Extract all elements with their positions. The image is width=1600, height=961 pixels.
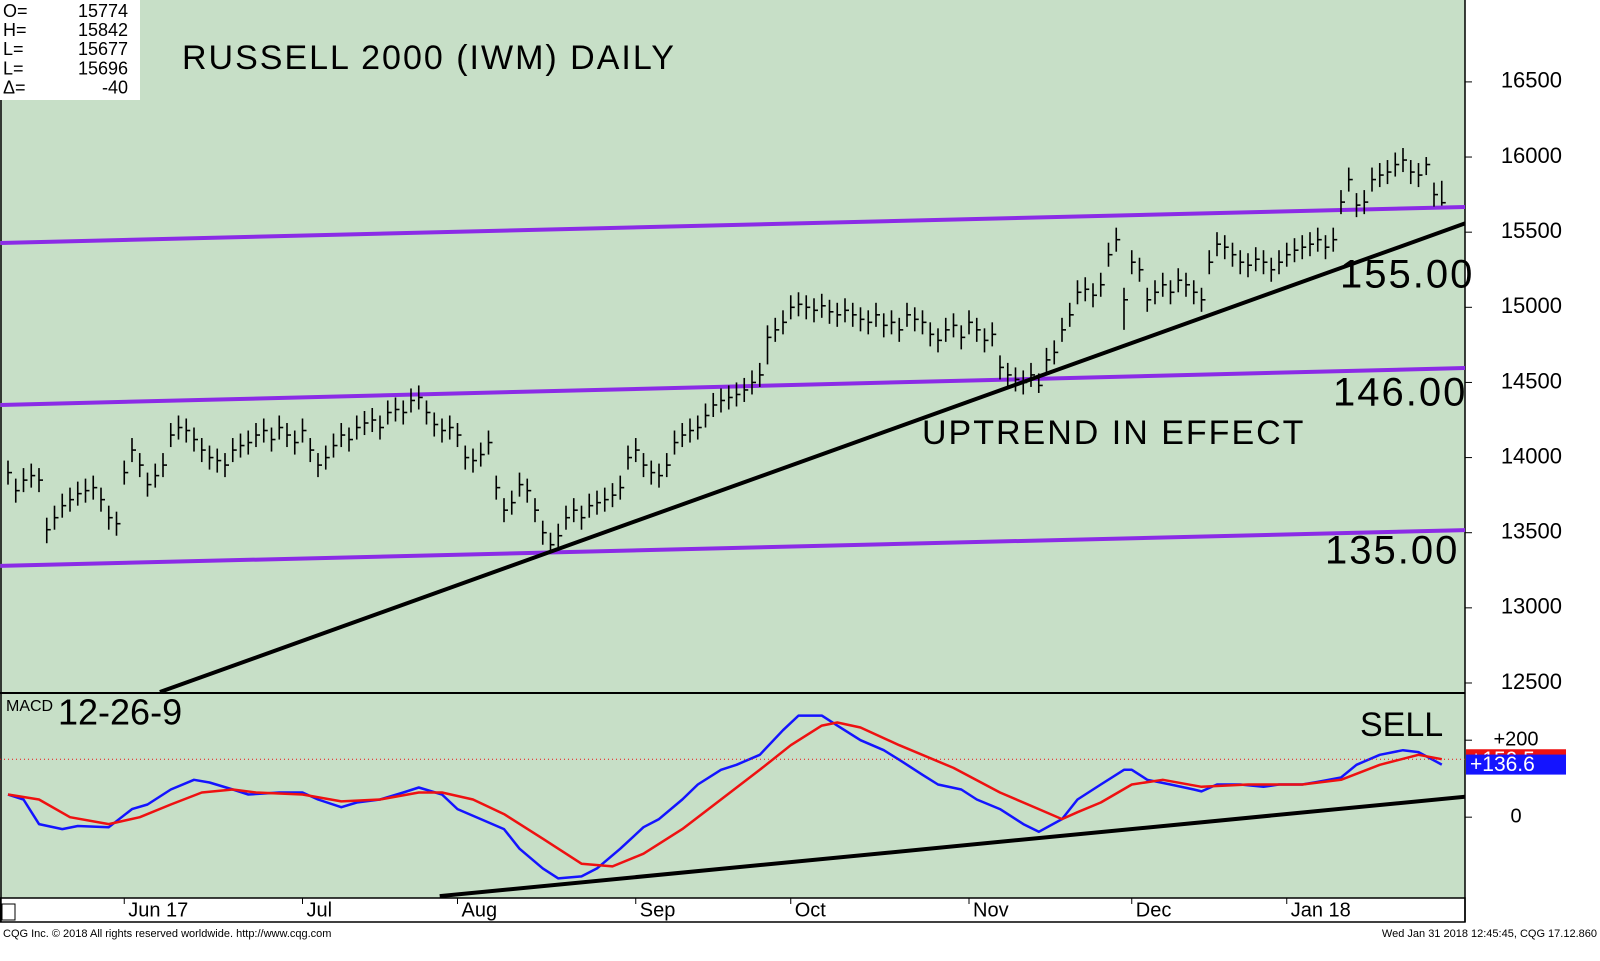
macd-label: MACD <box>6 698 53 715</box>
annotation: 155.00 <box>1340 253 1474 297</box>
annotation: 135.00 <box>1325 529 1459 573</box>
x-tick-label: Jan 18 <box>1291 899 1351 921</box>
readout-label: L= <box>3 39 24 59</box>
trend-line <box>0 204 1465 245</box>
readout-label: Δ= <box>3 78 26 98</box>
readout-label: H= <box>3 20 27 40</box>
date-strip <box>0 897 1466 923</box>
y-tick-label: 16500 <box>1501 68 1562 93</box>
panel <box>0 714 1465 898</box>
readout-value: 15696 <box>78 58 128 78</box>
footer-right: Wed Jan 31 2018 12:45:45, CQG 17.12.860 <box>1382 928 1597 940</box>
chart-layer: 12500 13000 13500 14000 14500 15000 15500 16000… <box>0 1 1566 921</box>
last-value-box <box>1466 754 1566 775</box>
x-tick-label: Dec <box>1136 899 1172 921</box>
macd-line <box>7 721 1443 868</box>
last-value-label: +136.6 <box>1470 753 1535 776</box>
y-tick-label: 13000 <box>1501 594 1562 619</box>
y-tick-label: 0 <box>1510 805 1521 827</box>
readout-value: -40 <box>102 78 128 98</box>
annotation: SELL <box>1360 706 1443 744</box>
x-tick-label: Oct <box>795 899 827 921</box>
x-tick-label: Jul <box>307 899 333 921</box>
macd-params: 12-26-9 <box>58 692 182 733</box>
scroll-box <box>1 903 16 921</box>
trend-line <box>0 365 1465 407</box>
y-tick-label: 12500 <box>1501 669 1562 694</box>
trend-line <box>159 221 1465 692</box>
readout-value: 15677 <box>78 39 128 59</box>
panel <box>0 148 1465 692</box>
x-tick-label: Sep <box>640 899 676 921</box>
annotation: UPTREND IN EFFECT <box>922 414 1305 452</box>
annotation: 146.00 <box>1333 371 1467 415</box>
readout-label: O= <box>3 1 28 21</box>
y-tick-label: 14000 <box>1501 443 1562 468</box>
y-tick-label: 14500 <box>1501 368 1562 393</box>
macd-line <box>7 714 1443 880</box>
readout-label: L= <box>3 58 24 78</box>
readout-value: 15842 <box>78 20 128 40</box>
x-tick-label: Nov <box>973 899 1009 921</box>
trend-line <box>0 528 1465 568</box>
y-tick-label: 16000 <box>1501 143 1562 168</box>
y-tick-label: 13500 <box>1501 519 1562 544</box>
y-tick-label: 15500 <box>1501 218 1562 243</box>
readout-box <box>0 0 140 100</box>
y-tick-label: 15000 <box>1501 293 1562 318</box>
readout-value: 15774 <box>78 1 128 21</box>
y-tick-label: +200 <box>1493 728 1538 750</box>
plot-background <box>0 0 1465 898</box>
trend-line <box>439 794 1465 898</box>
x-tick-label: Jun 17 <box>128 899 188 921</box>
x-tick-label: Aug <box>462 899 498 921</box>
footer-left: CQG Inc. © 2018 All rights reserved worl… <box>3 928 331 940</box>
chart-title: RUSSELL 2000 (IWM) DAILY <box>182 39 676 77</box>
